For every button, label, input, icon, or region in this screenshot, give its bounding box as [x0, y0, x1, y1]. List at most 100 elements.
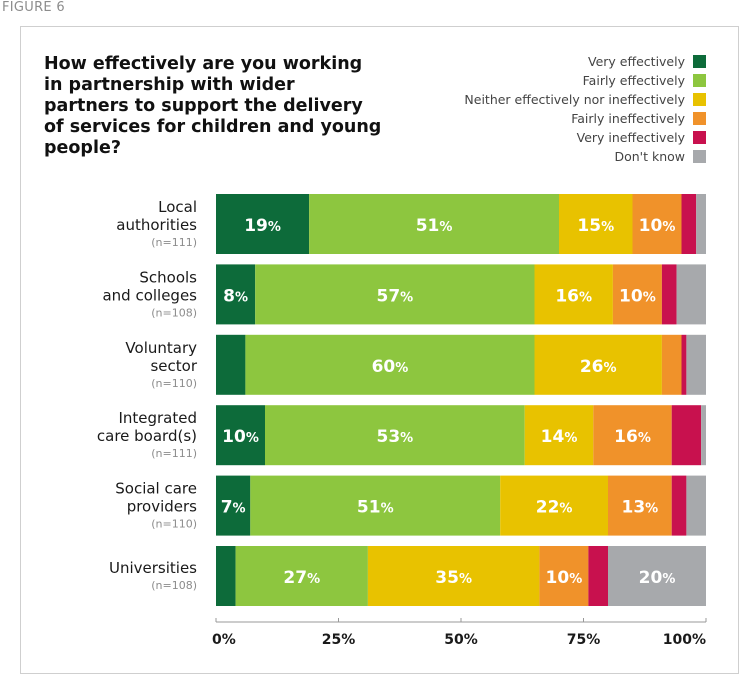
data-label: 8% — [223, 286, 248, 306]
legend-swatch — [693, 74, 706, 87]
category-label: sector — [150, 357, 197, 375]
bar-segment — [671, 405, 702, 466]
data-label: 20% — [639, 568, 676, 588]
category-label: providers — [127, 498, 197, 516]
data-label: 60% — [372, 357, 409, 377]
data-label: 13% — [621, 498, 658, 518]
data-label: 16% — [555, 286, 592, 306]
legend-item: Neither effectively nor ineffectively — [464, 90, 706, 109]
bar-segment — [696, 194, 706, 254]
legend-swatch — [693, 55, 706, 68]
bar-segment — [701, 405, 706, 466]
bar-segment — [216, 546, 236, 606]
data-label: 51% — [357, 498, 394, 518]
category-label: Voluntary — [125, 339, 197, 357]
bar-segment — [524, 405, 594, 466]
legend-item: Fairly ineffectively — [464, 109, 706, 128]
category-label: Integrated — [118, 409, 197, 427]
data-label: 19% — [244, 216, 281, 236]
figure-frame — [20, 26, 739, 674]
bar-segment — [216, 194, 310, 254]
data-label: 10% — [639, 216, 676, 236]
bar-segment — [235, 546, 368, 606]
category-label: Universities — [109, 559, 197, 577]
bar-segment — [500, 475, 608, 536]
data-label: 10% — [222, 427, 259, 447]
data-label: 57% — [376, 286, 413, 306]
data-label: 22% — [536, 498, 573, 518]
bar-segment — [216, 405, 265, 466]
bar-segment — [250, 475, 501, 536]
legend-label: Fairly effectively — [582, 73, 685, 88]
bar-segment — [632, 194, 682, 254]
bar-segment — [661, 264, 677, 325]
bar-segment — [608, 546, 706, 606]
legend-item: Very ineffectively — [464, 128, 706, 147]
legend-item: Very effectively — [464, 52, 706, 71]
bar-segment — [216, 475, 251, 536]
legend-item: Fairly effectively — [464, 71, 706, 90]
bar-segment — [593, 405, 672, 466]
data-label: 51% — [416, 216, 453, 236]
legend: Very effectively Fairly effectively Neithe… — [464, 52, 706, 166]
bar-segment — [559, 194, 633, 254]
bar-segment — [681, 194, 697, 254]
bar-segment — [255, 264, 535, 325]
legend-swatch — [693, 150, 706, 163]
sample-size-label: (n=110) — [151, 518, 197, 531]
category-label: authorities — [116, 216, 197, 234]
bar-segment — [245, 334, 535, 395]
bar-segment — [534, 334, 662, 395]
bar-segment — [216, 334, 246, 395]
bar-segment — [367, 546, 540, 606]
legend-item: Don't know — [464, 147, 706, 166]
data-label: 16% — [614, 427, 651, 447]
legend-label: Very ineffectively — [576, 130, 685, 145]
bar-segment — [608, 475, 672, 536]
category-label: Schools — [139, 268, 197, 286]
data-label: 53% — [376, 427, 413, 447]
bar-segment — [309, 194, 559, 254]
bar-segment — [686, 475, 706, 536]
category-label: Social care — [115, 480, 197, 498]
data-label: 26% — [580, 357, 617, 377]
bar-segment — [534, 264, 613, 325]
x-tick-label: 50% — [444, 632, 478, 648]
legend-swatch — [693, 112, 706, 125]
bar-segment — [661, 334, 682, 395]
sample-size-label: (n=111) — [151, 236, 197, 249]
sample-size-label: (n=111) — [151, 447, 197, 460]
legend-label: Fairly ineffectively — [571, 111, 685, 126]
category-label: Local — [158, 198, 197, 216]
bar-segment — [676, 264, 706, 325]
data-label: 15% — [577, 216, 614, 236]
legend-label: Very effectively — [588, 54, 685, 69]
figure-label: FIGURE 6 — [2, 0, 65, 15]
bar-segment — [681, 334, 687, 395]
data-label: 10% — [546, 568, 583, 588]
data-label: 27% — [283, 568, 320, 588]
legend-swatch — [693, 131, 706, 144]
sample-size-label: (n=108) — [151, 306, 197, 319]
x-tick-label: 0% — [212, 632, 236, 648]
sample-size-label: (n=108) — [151, 579, 197, 592]
data-label: 35% — [435, 568, 472, 588]
bar-segment — [265, 405, 525, 466]
x-tick-label: 75% — [567, 632, 601, 648]
data-label: 14% — [541, 427, 578, 447]
bar-segment — [216, 264, 256, 325]
bar-segment — [686, 334, 706, 395]
category-label: care board(s) — [97, 427, 197, 445]
x-tick-label: 100% — [663, 632, 706, 648]
data-label: 7% — [221, 498, 246, 518]
legend-label: Neither effectively nor ineffectively — [464, 92, 685, 107]
bar-segment — [539, 546, 589, 606]
legend-swatch — [693, 93, 706, 106]
bar-segment — [588, 546, 608, 606]
legend-label: Don't know — [614, 149, 685, 164]
sample-size-label: (n=110) — [151, 377, 197, 390]
chart-title: How effectively are you working in partn… — [44, 54, 382, 158]
bar-segment — [671, 475, 687, 536]
category-label: and colleges — [102, 286, 197, 304]
